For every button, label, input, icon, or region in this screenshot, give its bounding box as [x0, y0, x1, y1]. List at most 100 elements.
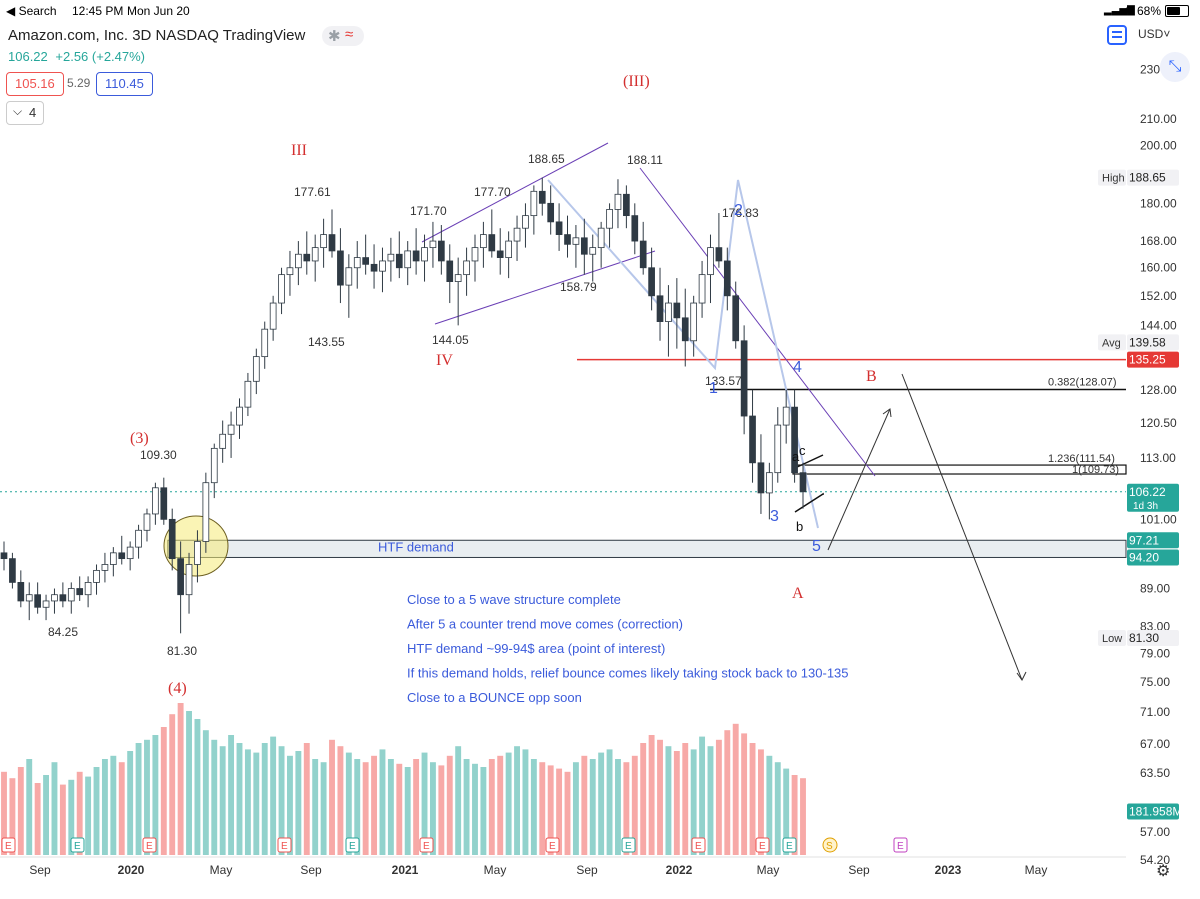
candle-body: [547, 202, 555, 223]
volume-bar: [219, 746, 226, 855]
price-axis[interactable]: 230 210.00 200.00 180.00 168.00 160.00 152.00 1…: [1098, 62, 1182, 867]
volume-bar: [295, 751, 302, 855]
spread-value: 5.29: [67, 76, 91, 90]
time-axis[interactable]: Sep 2020 May Sep 2021 May Sep 2022 May Sep 2023 May: [0, 856, 1126, 877]
gear-icon[interactable]: ⚙: [1156, 863, 1171, 880]
candle-body: [555, 221, 563, 235]
candle-body: [799, 472, 807, 493]
volume-bar: [657, 739, 663, 855]
wave-label-red: (4): [168, 680, 187, 697]
status-date: Mon Jun 20: [127, 4, 190, 18]
volume-bar: [690, 749, 697, 855]
buy-price-button[interactable]: 110.45: [96, 72, 153, 96]
volume-bar: [387, 759, 394, 855]
candle-body: [513, 227, 521, 242]
price-tick-label: 113.00: [1140, 451, 1176, 465]
volume-bar: [715, 739, 722, 855]
candle-body: [345, 267, 353, 286]
swing-price-label: 177.61: [294, 185, 331, 199]
htf-demand-label: HTF demand: [378, 539, 454, 554]
price-tick-label: 210.00: [1140, 112, 1177, 126]
candle-body: [42, 600, 50, 608]
symbol-title[interactable]: Amazon.com, Inc. 3D NASDAQ TradingView: [8, 27, 306, 44]
price-tag-value: 81.30: [1129, 631, 1159, 645]
earnings-marker-label: E: [74, 841, 81, 852]
candle-body: [597, 227, 605, 249]
sell-price-button[interactable]: 105.16: [6, 72, 64, 96]
volume-bar: [396, 763, 403, 855]
candle-body: [631, 215, 639, 242]
candle-body: [496, 250, 504, 258]
indicator-count: 4: [29, 105, 37, 120]
candle-body: [9, 558, 16, 583]
time-tick-label: 2022: [666, 863, 693, 877]
indicator-collapse-button[interactable]: ⌵ 4: [6, 101, 44, 125]
candle-body: [370, 263, 378, 272]
wave-label-red: III: [291, 142, 307, 159]
wave-label-red: (III): [623, 73, 650, 90]
wave-label-black: a: [792, 449, 800, 464]
downtrend-line: [639, 167, 876, 477]
volume-bar: [135, 743, 142, 855]
indicator-toggle[interactable]: ✱ ≈: [322, 26, 364, 46]
candle-body: [269, 302, 277, 330]
volume-bar: [160, 727, 167, 855]
candle-body: [421, 247, 428, 262]
swing-price-label: 177.70: [474, 185, 511, 199]
earnings-marker: [70, 837, 85, 853]
collapse-arrows-icon[interactable]: ⤡: [1160, 52, 1190, 82]
volume-bar: [472, 763, 478, 855]
earnings-marker-label: E: [146, 841, 153, 852]
candle-body: [648, 267, 655, 297]
volume-bar: [514, 746, 520, 855]
candle-body: [673, 302, 681, 319]
currency-select[interactable]: USD˅: [1138, 27, 1171, 41]
time-tick-label: 2020: [118, 863, 145, 877]
candle-body: [572, 237, 580, 245]
wave-label-red: B: [866, 368, 877, 385]
swing-price-label: 81.30: [167, 644, 197, 658]
price-tag-value: 181.958M: [1129, 804, 1182, 818]
volume-bar: [429, 762, 436, 855]
candle-body: [690, 302, 698, 342]
time-tick-label: 2023: [935, 863, 962, 877]
candle-body: [25, 594, 33, 602]
candle-body: [538, 190, 546, 204]
volume-bar: [76, 771, 83, 855]
back-to-search[interactable]: ◀ Search: [6, 4, 57, 18]
candle-body: [311, 247, 319, 262]
earnings-marker: [755, 837, 770, 853]
analysis-note: If this demand holds, relief bounce come…: [407, 666, 849, 681]
candle-body: [51, 594, 58, 602]
volume-bar: [270, 736, 277, 855]
earnings-marker-label: E: [897, 841, 904, 852]
time-tick-label: May: [1025, 863, 1048, 877]
volume-bar: [1, 771, 7, 855]
candle-body: [160, 487, 168, 520]
candle-body: [109, 552, 117, 565]
candle-body: [362, 257, 369, 265]
swing-price-label: 176.83: [722, 206, 759, 220]
volume-bar: [665, 746, 672, 855]
candle-body: [454, 274, 462, 282]
earnings-marker: [545, 837, 560, 853]
candle-body: [665, 302, 672, 322]
volume-bar: [421, 752, 428, 855]
annotation-layer: HTF demand 0.382(128.07) 1.236(111.54)1(10…: [0, 142, 1127, 681]
candle-body: [185, 564, 193, 596]
candle-body: [580, 237, 588, 255]
earnings-marker: [621, 837, 636, 853]
candle-body: [118, 552, 126, 560]
layout-icon[interactable]: [1107, 25, 1127, 45]
candle-body: [17, 582, 25, 602]
candle-body: [76, 588, 84, 596]
candle-body: [244, 380, 252, 408]
volume-bar: [261, 743, 268, 855]
volume-bar: [303, 743, 310, 855]
price-tag-bg: [1127, 483, 1179, 512]
fib-0382-label: 0.382(128.07): [1048, 376, 1117, 388]
candle-body: [210, 447, 218, 484]
volume-bar: [783, 768, 790, 855]
price-tick-label: 230: [1140, 62, 1160, 76]
